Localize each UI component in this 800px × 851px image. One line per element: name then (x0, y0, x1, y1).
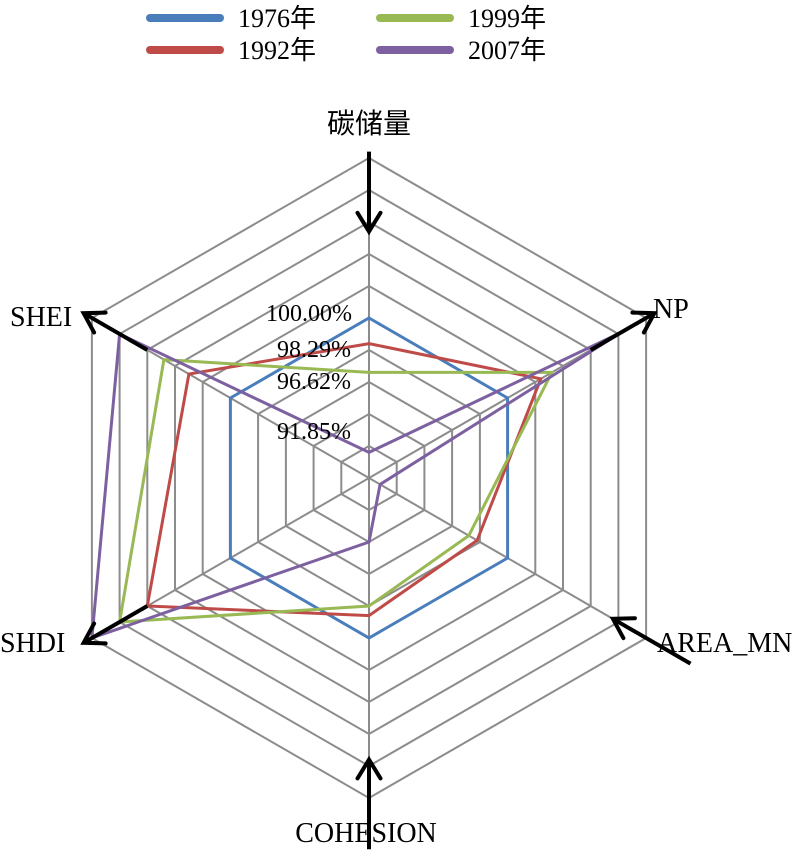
axis-labels: 碳储量 NP AREA_MN COHESION SHDI SHEI (0, 108, 792, 849)
series-line-0 (228, 316, 510, 640)
arrow-head-4 (80, 621, 108, 646)
axis-arrows (80, 151, 692, 850)
series-line-1 (145, 342, 543, 618)
value-label: 91.85% (277, 419, 351, 445)
arrow-shaft-2 (611, 617, 692, 666)
axis-label-0: 碳储量 (327, 108, 411, 140)
legend-label-3: 2007年 (468, 36, 546, 65)
arrow-shaft-1 (589, 311, 656, 352)
axis-label-4: SHDI (0, 628, 65, 659)
axis-label-1: NP (653, 294, 689, 325)
arrow-shaft-5 (82, 311, 149, 352)
axis-label-3: COHESION (295, 818, 437, 849)
value-label: 96.62% (277, 369, 351, 395)
legend: 1976年 1992年 1999年 2007年 (146, 4, 546, 65)
axis-label-2: AREA_MN (657, 628, 792, 659)
radar-grid (90, 156, 648, 800)
legend-label-0: 1976年 (238, 4, 316, 33)
arrow-shaft-4 (82, 604, 149, 645)
arrow-head-2 (609, 616, 637, 641)
arrow-head-1 (630, 310, 658, 335)
value-label: 100.00% (266, 301, 352, 327)
series-line-2 (117, 358, 555, 624)
legend-label-2: 1999年 (468, 4, 546, 33)
legend-label-1: 1992年 (238, 36, 316, 65)
axis-label-5: SHEI (10, 302, 72, 333)
arrow-head-0 (355, 210, 383, 236)
value-labels: 100.00% 98.29% 96.62% 91.85% (266, 301, 352, 445)
arrow-head-5 (80, 310, 108, 335)
value-label: 98.29% (277, 337, 351, 363)
series-layer (90, 316, 622, 641)
arrow-head-3 (355, 755, 383, 781)
